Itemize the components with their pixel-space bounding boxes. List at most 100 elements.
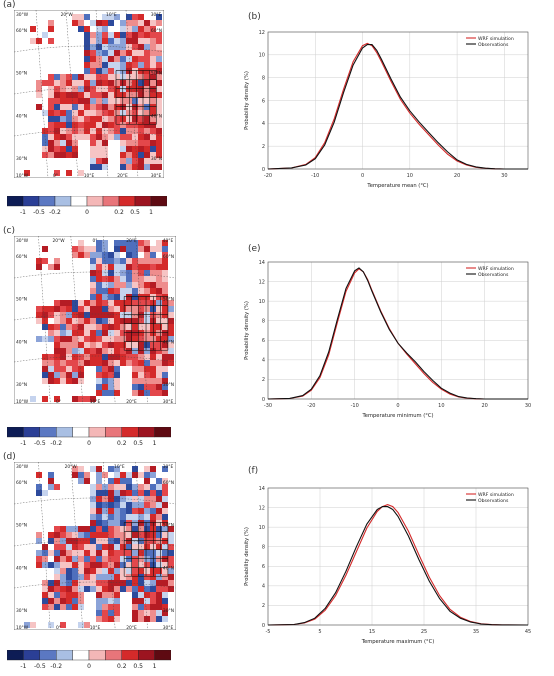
map-cell — [120, 140, 126, 146]
map-cell — [150, 56, 156, 62]
map-cell — [66, 74, 72, 80]
map-top-tick: 20°W — [61, 12, 74, 18]
map-cell — [114, 68, 120, 74]
map-cell — [60, 336, 66, 342]
map-cell — [138, 134, 144, 140]
map-cell — [84, 550, 90, 556]
map-cell — [120, 312, 126, 318]
map-cell — [156, 586, 162, 592]
map-cell — [54, 140, 60, 146]
map-cell — [102, 354, 108, 360]
map-cell — [156, 110, 162, 116]
map-cell — [138, 472, 144, 478]
map-top-tick: 30°W — [16, 12, 29, 18]
map-cell — [36, 562, 42, 568]
map-cell — [144, 104, 150, 110]
map-cell — [144, 610, 150, 616]
map-cell — [120, 276, 126, 282]
map-cell — [66, 92, 72, 98]
map-cell — [126, 98, 132, 104]
map-cell — [132, 390, 138, 396]
map-cell — [150, 472, 156, 478]
map-cell — [66, 348, 72, 354]
map-cell — [114, 336, 120, 342]
map-cell — [102, 86, 108, 92]
y-axis-label: Probability density (%) — [244, 71, 250, 130]
chart-b-letter: (b) — [248, 12, 261, 22]
map-cell — [96, 496, 102, 502]
map-cell — [102, 294, 108, 300]
map-cell — [78, 466, 84, 472]
map-cell — [96, 526, 102, 532]
map-cell — [96, 330, 102, 336]
map-cell — [144, 264, 150, 270]
map-cell — [102, 360, 108, 366]
map-cell — [150, 306, 156, 312]
map-cell — [78, 538, 84, 544]
map-cell — [48, 92, 54, 98]
map-cell — [102, 116, 108, 122]
map-cell — [60, 128, 66, 134]
map-cell — [150, 550, 156, 556]
map-cell — [138, 20, 144, 26]
map-cell — [126, 478, 132, 484]
map-cell — [84, 586, 90, 592]
map-cell — [84, 56, 90, 62]
map-cell — [102, 240, 108, 246]
map-cell — [156, 32, 162, 38]
map-cell — [120, 122, 126, 128]
map-cell — [126, 14, 132, 20]
map-cell — [120, 134, 126, 140]
map-cell — [96, 556, 102, 562]
map-cell — [144, 32, 150, 38]
map-cell — [168, 586, 174, 592]
map-cell — [54, 104, 60, 110]
map-cell — [78, 240, 84, 246]
map-cell — [156, 98, 162, 104]
map-cell — [42, 562, 48, 568]
map-cell — [162, 366, 168, 372]
map-cell — [156, 80, 162, 86]
map-cell — [156, 378, 162, 384]
map-cell — [96, 502, 102, 508]
map-cell — [114, 496, 120, 502]
map-cell — [162, 390, 168, 396]
map-cell — [90, 586, 96, 592]
map-cell — [102, 62, 108, 68]
graticule-line — [13, 313, 177, 321]
map-cell — [36, 80, 42, 86]
map-cell — [132, 50, 138, 56]
map-cell — [138, 330, 144, 336]
colorbar-d: -1 -0.5 -0.2 0 0.2 0.5 1 — [6, 649, 172, 670]
map-cell — [102, 306, 108, 312]
map-cell — [150, 62, 156, 68]
map-cell — [132, 568, 138, 574]
map-cell — [72, 604, 78, 610]
map-cell — [150, 110, 156, 116]
map-cell — [48, 74, 54, 80]
map-left-tick: 60°N — [16, 28, 27, 34]
map-cell — [114, 134, 120, 140]
map-cell — [156, 348, 162, 354]
map-cell — [102, 264, 108, 270]
x-tick-label: 25 — [421, 629, 427, 635]
map-cell — [48, 312, 54, 318]
map-cell — [108, 520, 114, 526]
map-cell — [102, 140, 108, 146]
y-tick-label: 4 — [262, 584, 265, 590]
y-tick-label: 6 — [262, 564, 265, 570]
map-cell — [90, 324, 96, 330]
map-cell — [102, 44, 108, 50]
map-cell — [114, 490, 120, 496]
map-cell — [138, 246, 144, 252]
map-cell — [90, 270, 96, 276]
map-cell — [132, 140, 138, 146]
map-cell — [78, 478, 84, 484]
series-line-wrf — [267, 42, 528, 170]
map-cell — [156, 580, 162, 586]
map-cell — [102, 74, 108, 80]
map-cell — [90, 146, 96, 152]
map-cell — [90, 532, 96, 538]
map-cell — [90, 104, 96, 110]
map-cell — [30, 26, 36, 32]
